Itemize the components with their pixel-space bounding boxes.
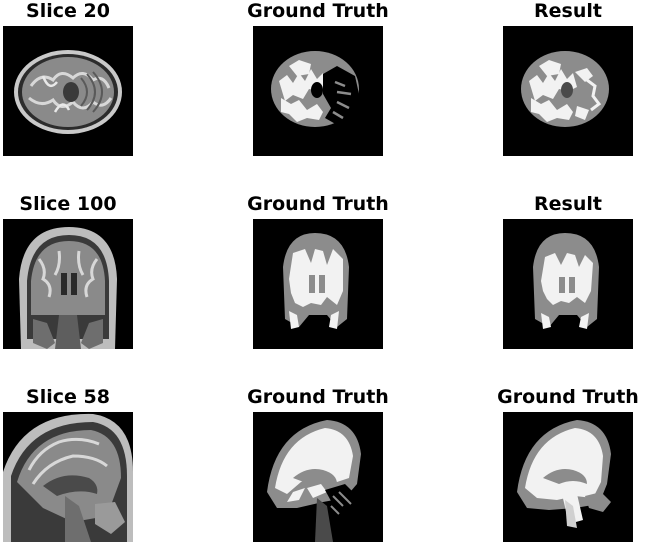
- segmentation-axial-image: [253, 26, 383, 156]
- panel-title: Ground Truth: [497, 386, 639, 408]
- panel-title: Result: [534, 193, 602, 215]
- panel-title: Result: [534, 0, 602, 22]
- segmentation-sagittal-image: [503, 412, 633, 542]
- segmentation-coronal-image: [253, 219, 383, 349]
- mri-coronal-image: [3, 219, 133, 349]
- segmentation-coronal-image: [503, 219, 633, 349]
- panel-title: Ground Truth: [247, 0, 389, 22]
- panel-title: Slice 100: [19, 193, 117, 215]
- panel-title: Ground Truth: [247, 193, 389, 215]
- segmentation-axial-image: [503, 26, 633, 156]
- mri-axial-image: [3, 26, 133, 156]
- panel-title: Ground Truth: [247, 386, 389, 408]
- segmentation-sagittal-image: [253, 412, 383, 542]
- mri-sagittal-image: [3, 412, 133, 542]
- panel-title: Slice 20: [26, 0, 110, 22]
- panel-title: Slice 58: [26, 386, 110, 408]
